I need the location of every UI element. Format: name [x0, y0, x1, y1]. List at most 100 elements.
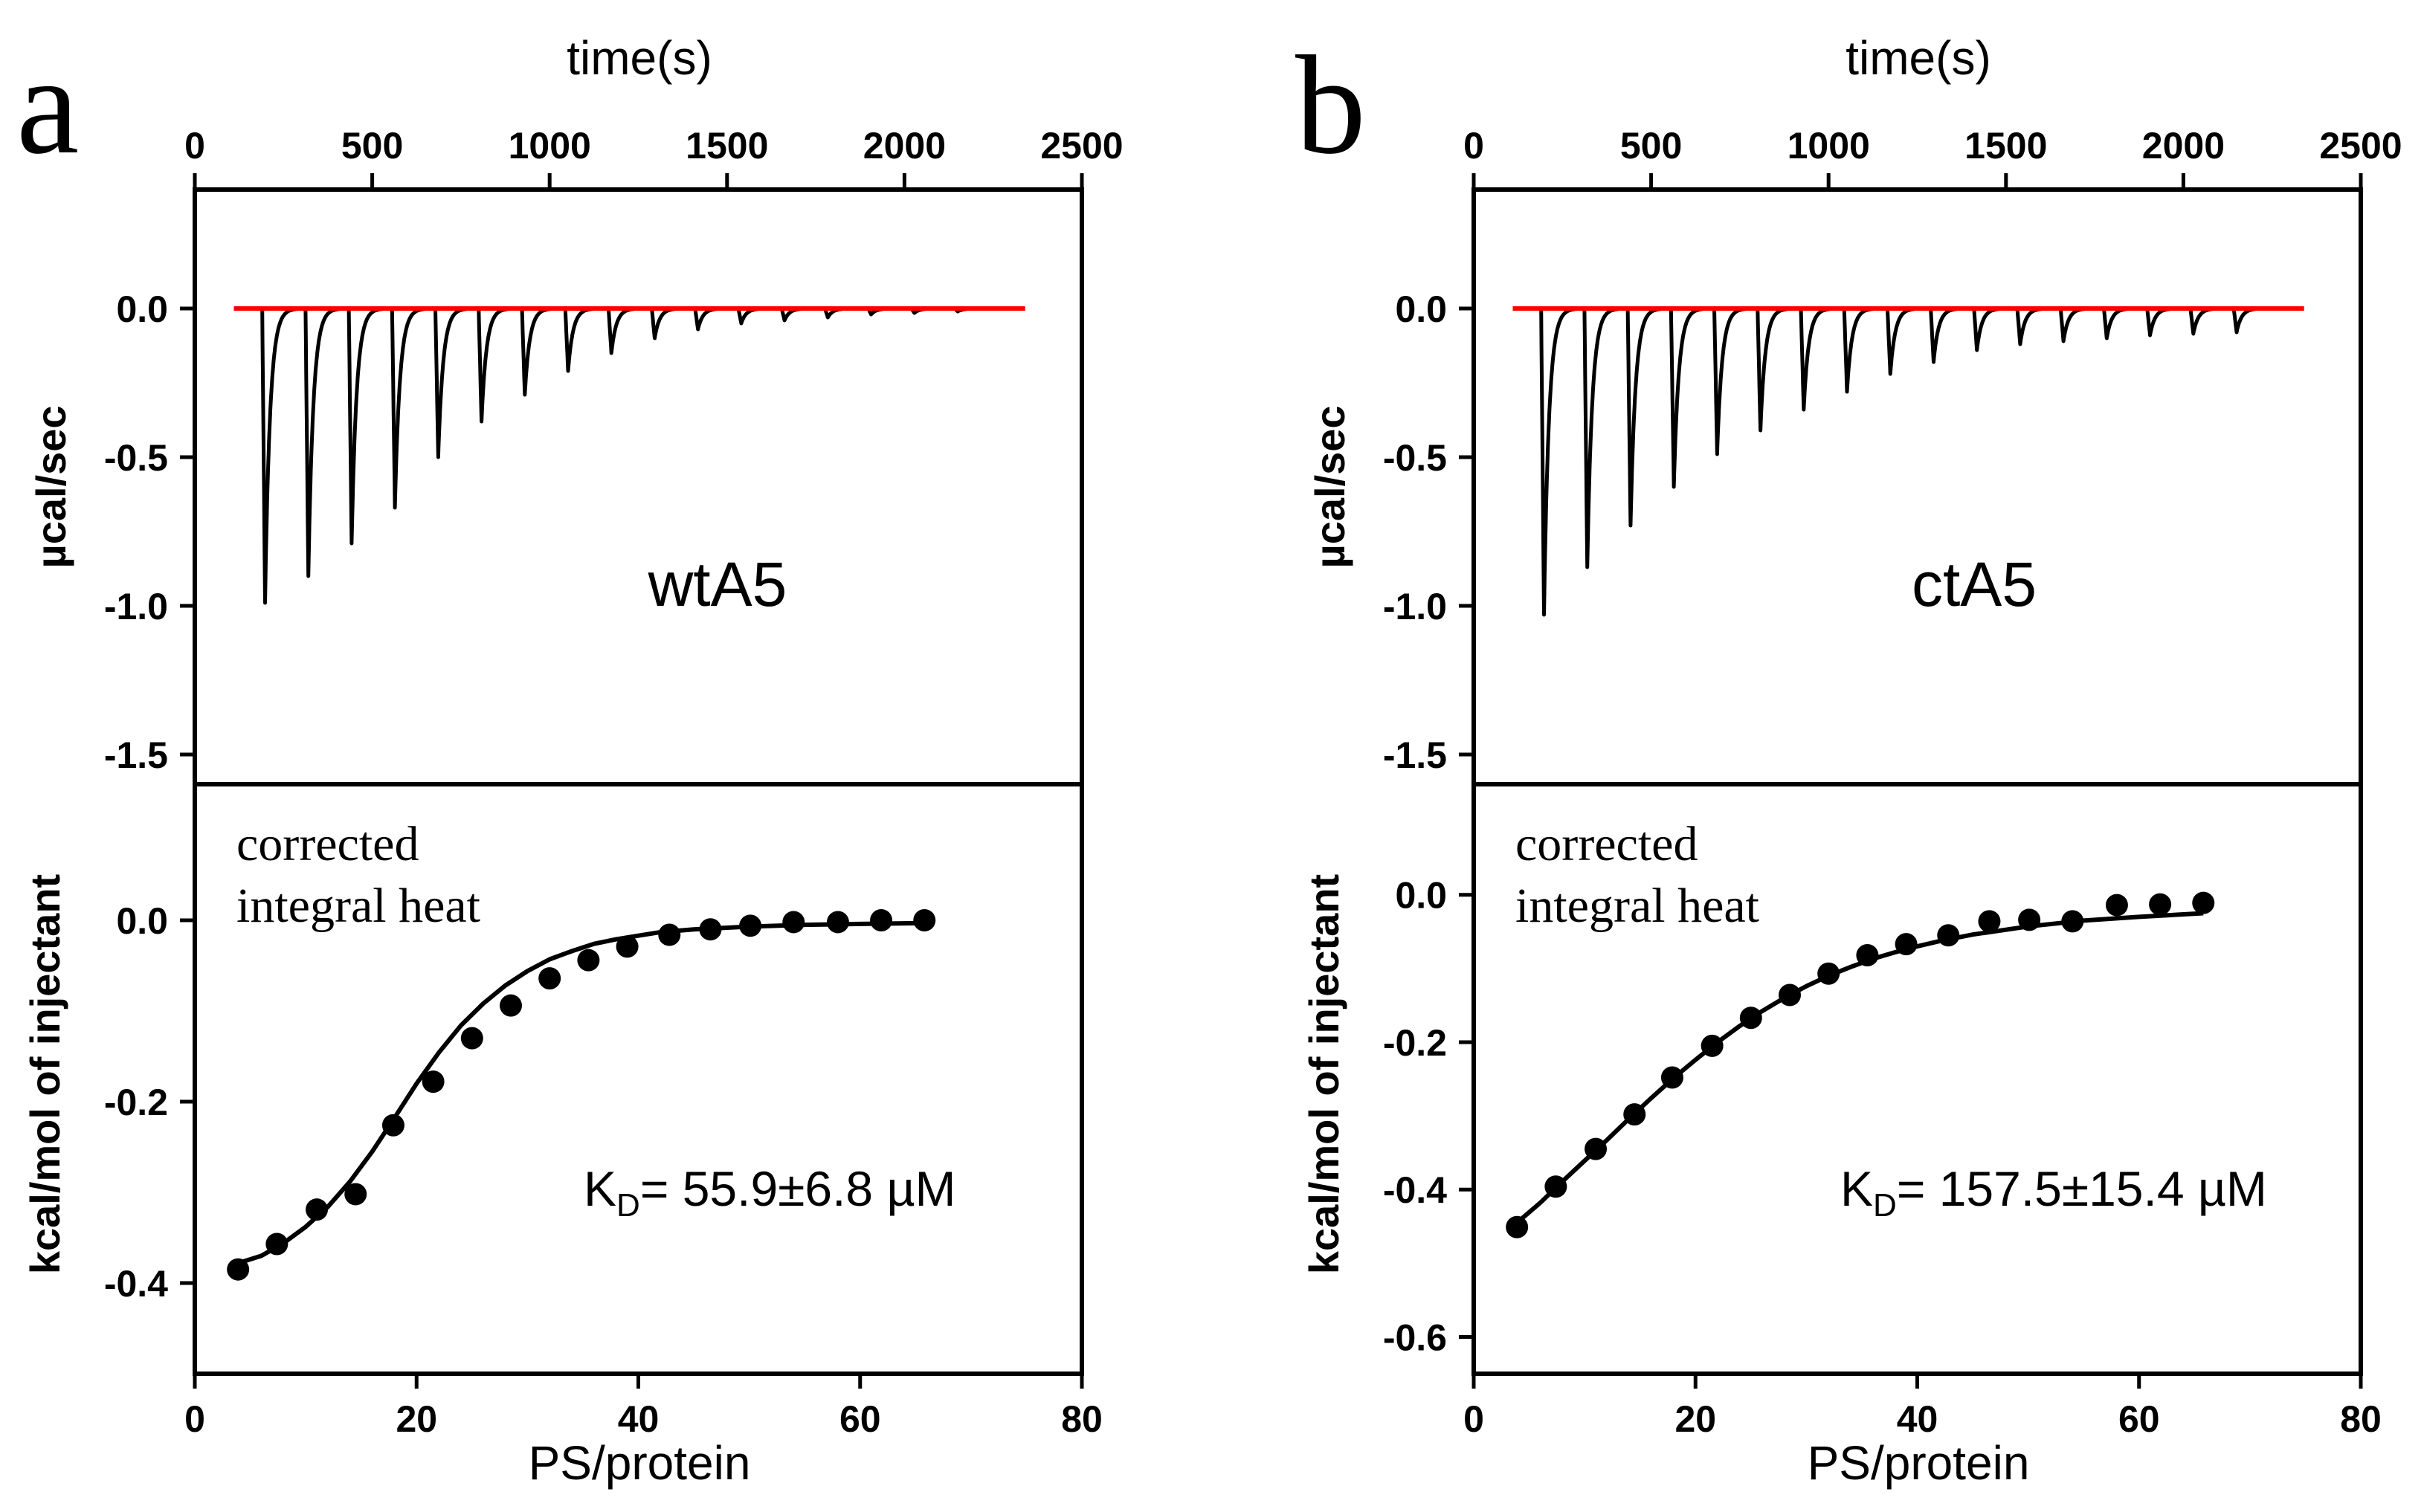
binding-data-point — [699, 918, 722, 941]
binding-data-point — [2061, 910, 2084, 933]
panel-a-annotation-line2: integral heat — [236, 879, 480, 933]
panel-a-time-axis: 0 500 1000 1500 2000 2500 — [184, 125, 1124, 190]
panel-b-binding-y-axis: 0.0 -0.2 -0.4 -0.6 — [1383, 875, 1474, 1358]
thermogram-y-tick-label: -1.0 — [1383, 586, 1447, 627]
time-tick-label: 1500 — [686, 125, 768, 167]
panel-a-time-axis-title: time(s) — [567, 31, 712, 85]
binding-data-point — [306, 1198, 329, 1221]
binding-data-point — [344, 1183, 367, 1206]
ps-tick-label: 20 — [1674, 1398, 1716, 1440]
panel-b-kd: KD= 157.5±15.4 µM — [1840, 1161, 2267, 1224]
ps-tick-label: 40 — [618, 1398, 660, 1440]
binding-data-point — [1544, 1175, 1567, 1198]
binding-data-point — [658, 923, 681, 946]
panel-a: a time(s) 0 500 1000 1500 2000 2500 0.0 -0.5 -1… — [16, 28, 1124, 1490]
panel-a-fit-curve — [237, 920, 925, 1266]
thermogram-y-tick-label: -0.5 — [104, 437, 168, 479]
binding-data-point — [870, 909, 893, 931]
binding-data-point — [381, 1114, 404, 1137]
binding-data-point — [1506, 1215, 1529, 1238]
binding-data-point — [782, 911, 805, 934]
binding-data-point — [265, 1232, 289, 1256]
binding-data-point — [1856, 943, 1879, 966]
binding-data-point — [1701, 1034, 1724, 1057]
panel-a-kd-subscript: D — [616, 1187, 640, 1224]
ps-tick-label: 80 — [2340, 1398, 2382, 1440]
binding-data-point — [2149, 893, 2172, 916]
panel-b-annotation-line2: integral heat — [1515, 879, 1759, 933]
binding-data-point — [538, 967, 561, 990]
panel-a-thermogram-trace — [232, 306, 1027, 605]
binding-data-point — [422, 1070, 445, 1093]
panel-a-thermogram-y-title: µcal/sec — [28, 405, 74, 568]
panel-b-data-points — [1506, 891, 2215, 1238]
panel-b-thermogram-frame — [1472, 187, 2363, 786]
panel-a-kd: KD= 55.9±6.8 µM — [584, 1161, 955, 1224]
ps-tick-label: 40 — [1897, 1398, 1938, 1440]
binding-data-point — [1660, 1066, 1683, 1089]
time-tick-label: 1000 — [509, 125, 591, 167]
binding-data-point — [826, 911, 849, 934]
time-tick-label: 0 — [184, 125, 205, 167]
panel-b-binding-frame — [1472, 782, 2363, 1376]
binding-data-point — [2018, 908, 2041, 931]
binding-y-tick-label: 0.0 — [116, 900, 168, 942]
binding-data-point — [1817, 962, 1840, 985]
panel-a-thermogram-frame — [193, 187, 1084, 786]
binding-data-point — [1585, 1137, 1608, 1160]
panel-b-kd-value: = 157.5±15.4 µM — [1897, 1161, 2267, 1216]
thermogram-y-tick-label: -1.0 — [104, 586, 168, 627]
panel-a-thermogram-y-axis: 0.0 -0.5 -1.0 -1.5 — [104, 288, 195, 776]
binding-y-tick-label: 0.0 — [1395, 875, 1447, 917]
panel-b-kd-subscript: D — [1873, 1187, 1897, 1224]
binding-data-point — [1779, 983, 1802, 1007]
panel-b-thermogram-y-axis: 0.0 -0.5 -1.0 -1.5 — [1383, 288, 1474, 776]
binding-data-point — [913, 909, 936, 931]
time-tick-label: 500 — [1620, 125, 1682, 167]
binding-data-point — [577, 949, 600, 972]
ps-tick-label: 80 — [1061, 1398, 1103, 1440]
binding-data-point — [460, 1027, 483, 1050]
panel-a-binding-y-title: kcal/mol of injectant — [22, 874, 68, 1274]
thermogram-y-tick-label: -1.5 — [1383, 734, 1447, 776]
binding-data-point — [1623, 1103, 1646, 1126]
binding-y-tick-label: -0.6 — [1383, 1316, 1447, 1358]
panel-b-sample-label: ctA5 — [1912, 549, 2037, 619]
binding-y-tick-label: -0.2 — [104, 1082, 168, 1123]
time-tick-label: 500 — [341, 125, 403, 167]
panel-b-time-axis: 0 500 1000 1500 2000 2500 — [1463, 125, 2402, 190]
binding-data-point — [2192, 891, 2215, 914]
panel-a-data-points — [227, 909, 936, 1281]
binding-data-point — [1739, 1007, 1762, 1030]
ps-tick-label: 60 — [2118, 1398, 2160, 1440]
panel-b-kd-prefix: K — [1840, 1161, 1873, 1216]
binding-y-tick-label: -0.2 — [1383, 1022, 1447, 1064]
thermogram-y-tick-label: -0.5 — [1383, 437, 1447, 479]
time-tick-label: 1500 — [1964, 125, 2047, 167]
panel-b-ps-axis: 0 20 40 60 80 — [1463, 1374, 2382, 1440]
ps-tick-label: 60 — [839, 1398, 881, 1440]
time-tick-label: 0 — [1463, 125, 1484, 167]
binding-data-point — [1978, 910, 2001, 933]
panel-a-kd-value: = 55.9±6.8 µM — [640, 1161, 956, 1216]
binding-y-tick-label: -0.4 — [1383, 1169, 1447, 1211]
thermogram-y-tick-label: -1.5 — [104, 734, 168, 776]
panel-b-time-axis-title: time(s) — [1846, 31, 1991, 85]
binding-y-tick-label: -0.4 — [104, 1263, 168, 1305]
panel-a-annotation-line1: corrected — [236, 817, 419, 871]
binding-data-point — [500, 994, 523, 1017]
binding-data-point — [739, 914, 762, 937]
binding-data-point — [616, 935, 639, 958]
ps-tick-label: 20 — [396, 1398, 437, 1440]
time-tick-label: 2000 — [863, 125, 946, 167]
ps-tick-label: 0 — [184, 1398, 205, 1440]
thermogram-y-tick-label: 0.0 — [116, 288, 168, 330]
panel-b-binding-y-title: kcal/mol of injectant — [1300, 874, 1347, 1274]
ps-tick-label: 0 — [1463, 1398, 1484, 1440]
binding-data-point — [1895, 933, 1918, 956]
panel-b-ps-axis-title: PS/protein — [1808, 1436, 2030, 1490]
panel-a-binding-frame — [193, 782, 1084, 1376]
binding-data-point — [227, 1258, 250, 1281]
panel-b-thermogram-trace — [1511, 306, 2306, 617]
